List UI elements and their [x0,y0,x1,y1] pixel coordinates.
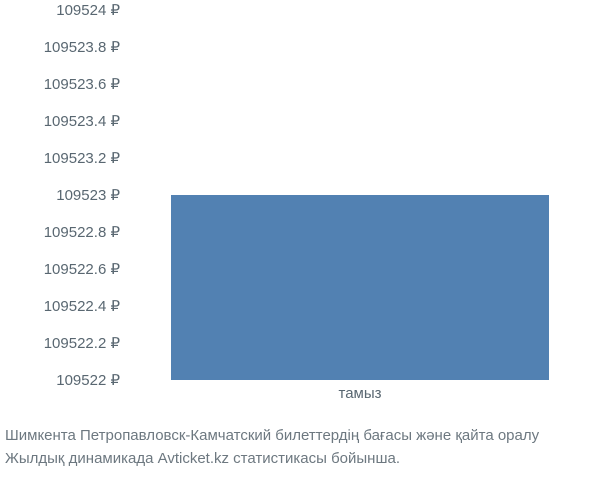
caption-line-2: Жылдық динамикада Avticket.kz статистика… [5,448,595,471]
plot-area [130,10,590,380]
y-tick-label: 109523.2 ₽ [44,149,120,167]
y-tick-label: 109523 ₽ [56,186,120,204]
y-tick-label: 109522.6 ₽ [44,260,120,278]
bar [171,195,548,380]
x-tick-label: тамыз [338,385,381,402]
y-tick-label: 109522.8 ₽ [44,223,120,241]
y-tick-label: 109523.6 ₽ [44,75,120,93]
y-tick-label: 109524 ₽ [56,1,120,19]
chart-container: 109524 ₽109523.8 ₽109523.6 ₽109523.4 ₽10… [0,10,600,400]
chart-caption: Шимкента Петропавловск-Камчатский билетт… [0,425,600,470]
x-axis: тамыз [130,385,590,410]
y-tick-label: 109523.8 ₽ [44,38,120,56]
y-tick-label: 109522 ₽ [56,371,120,389]
y-tick-label: 109522.2 ₽ [44,334,120,352]
y-tick-label: 109523.4 ₽ [44,112,120,130]
y-tick-label: 109522.4 ₽ [44,297,120,315]
caption-line-1: Шимкента Петропавловск-Камчатский билетт… [5,425,595,448]
y-axis: 109524 ₽109523.8 ₽109523.6 ₽109523.4 ₽10… [0,10,130,380]
